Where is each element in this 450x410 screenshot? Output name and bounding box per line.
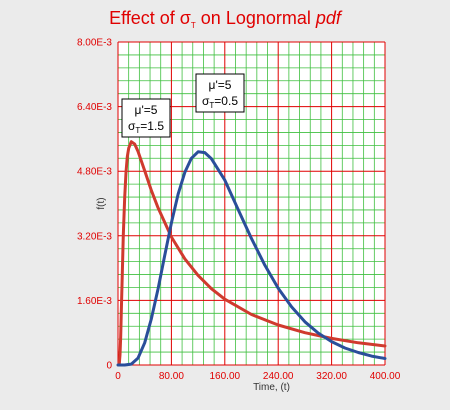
chart-title: Effect of σT on Lognormal pdf (109, 8, 343, 30)
grid-layer (117, 41, 386, 366)
x-tick-label: 400.00 (370, 371, 401, 382)
series-layer (116, 140, 387, 367)
y-tick-label: 4.80E-3 (77, 167, 112, 178)
annotation-sigma-subscript: T (135, 126, 140, 135)
y-tick-label: 1.60E-3 (77, 296, 112, 307)
plot-area (118, 42, 385, 365)
annotation-sigma-value: =0.5 (214, 94, 238, 108)
x-tick-label: 80.00 (159, 371, 184, 382)
x-tick-label: 240.00 (263, 371, 294, 382)
chart-title-prefix: Effect of σ (109, 8, 191, 28)
annotation-sigma-1-5: μ'=5 σT=1.5 (121, 98, 171, 138)
x-tick-label: 160.00 (210, 371, 241, 382)
annotation-sigma-symbol: σ (128, 119, 136, 133)
series-line-1 (116, 150, 387, 367)
chart-title-middle: on Lognormal (196, 8, 316, 28)
y-axis-label: f(t) (96, 197, 107, 209)
chart-title-subscript: T (191, 21, 196, 30)
chart-title-italic: pdf (315, 8, 343, 28)
annotation-sigma-value: =1.5 (140, 119, 164, 133)
annotation-mu-label: μ'=5 (209, 78, 232, 92)
series-line-0 (117, 140, 387, 367)
y-tick-label: 3.20E-3 (77, 231, 112, 242)
tick-layer: 0 80.00 160.00 240.00 320.00 400.00 0 1.60E-3 3.… (77, 38, 401, 383)
annotation-sigma-label: σT=0.5 (202, 94, 238, 110)
annotation-sigma-symbol: σ (202, 94, 210, 108)
y-tick-label: 0 (106, 361, 112, 372)
annotation-sigma-label: σT=1.5 (128, 119, 164, 135)
y-tick-label: 6.40E-3 (77, 102, 112, 113)
y-tick-label: 8.00E-3 (77, 38, 112, 49)
annotation-sigma-subscript: T (209, 101, 214, 110)
x-tick-label: 320.00 (316, 371, 347, 382)
x-axis-label: Time, (t) (253, 382, 290, 393)
x-tick-label: 0 (115, 371, 121, 382)
annotation-mu-label: μ'=5 (135, 103, 158, 117)
annotation-box (121, 98, 171, 138)
annotation-box (195, 73, 245, 113)
annotation-sigma-0-5: μ'=5 σT=0.5 (195, 73, 245, 113)
